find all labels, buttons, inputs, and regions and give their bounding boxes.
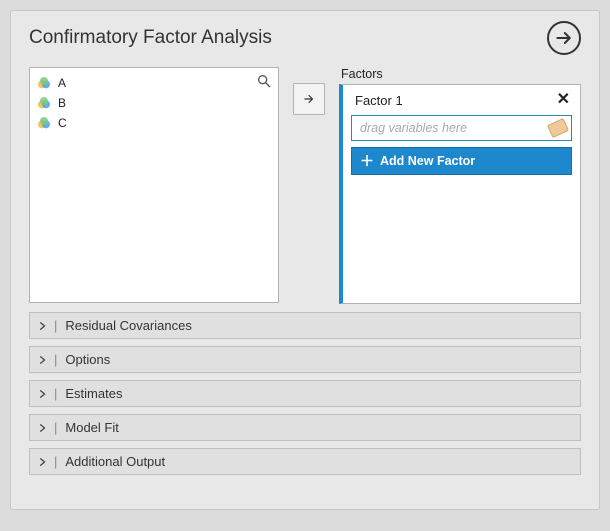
collapsible-section[interactable]: | Additional Output (29, 448, 581, 475)
variable-item[interactable]: A (36, 73, 272, 93)
factors-box: Factor 1 ✕ drag variables here ＋ Add New… (339, 84, 581, 304)
chevron-right-icon (38, 423, 48, 433)
add-factor-button[interactable]: ＋ Add New Factor (351, 147, 572, 175)
close-icon[interactable]: ✕ (557, 92, 570, 108)
section-label: Additional Output (65, 454, 165, 469)
factors-label: Factors (339, 67, 581, 81)
panel-body: A B C Factors Factor 1 (11, 67, 599, 304)
search-icon[interactable] (256, 73, 272, 89)
page-title: Confirmatory Factor Analysis (29, 27, 272, 49)
arrow-right-small-icon (302, 92, 316, 106)
eraser-icon[interactable] (547, 118, 569, 138)
panel-header: Confirmatory Factor Analysis (11, 11, 599, 67)
variable-label: C (58, 116, 67, 130)
cfa-panel: Confirmatory Factor Analysis A B (10, 10, 600, 510)
collapsible-section[interactable]: | Estimates (29, 380, 581, 407)
add-factor-label: Add New Factor (380, 154, 475, 168)
variables-listbox[interactable]: A B C (29, 67, 279, 303)
venn-icon (36, 115, 52, 131)
section-separator: | (54, 386, 57, 401)
arrow-right-icon (554, 28, 574, 48)
variable-label: B (58, 96, 66, 110)
variable-item[interactable]: B (36, 93, 272, 113)
section-label: Residual Covariances (65, 318, 191, 333)
factor-name[interactable]: Factor 1 (355, 93, 403, 108)
chevron-right-icon (38, 457, 48, 467)
move-right-button[interactable] (293, 83, 325, 115)
venn-icon (36, 95, 52, 111)
plus-icon: ＋ (360, 154, 374, 168)
chevron-right-icon (38, 389, 48, 399)
section-separator: | (54, 420, 57, 435)
section-label: Options (65, 352, 110, 367)
collapsible-section[interactable]: | Model Fit (29, 414, 581, 441)
section-separator: | (54, 352, 57, 367)
venn-icon (36, 75, 52, 91)
collapsible-section[interactable]: | Options (29, 346, 581, 373)
section-label: Estimates (65, 386, 122, 401)
section-separator: | (54, 318, 57, 333)
factor-dropzone[interactable]: drag variables here (351, 115, 572, 141)
sections: | Residual Covariances | Options | Estim… (11, 304, 599, 475)
collapsible-section[interactable]: | Residual Covariances (29, 312, 581, 339)
factor-header: Factor 1 ✕ (343, 85, 580, 113)
dropzone-placeholder: drag variables here (360, 121, 467, 135)
section-separator: | (54, 454, 57, 469)
transfer-column (293, 67, 325, 115)
chevron-right-icon (38, 321, 48, 331)
variable-label: A (58, 76, 66, 90)
chevron-right-icon (38, 355, 48, 365)
factors-column: Factors Factor 1 ✕ drag variables here ＋… (339, 67, 581, 304)
section-label: Model Fit (65, 420, 118, 435)
run-button[interactable] (547, 21, 581, 55)
variable-item[interactable]: C (36, 113, 272, 133)
